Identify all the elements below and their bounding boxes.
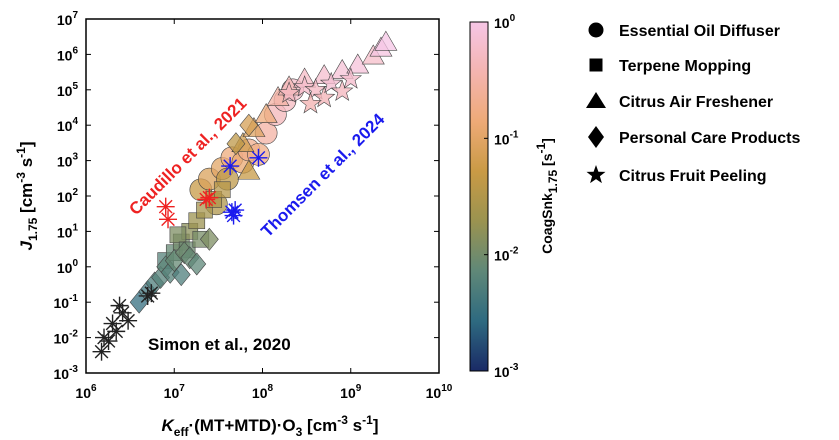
simon-et-al-2020-point-7-stroke-3: [121, 313, 135, 328]
svg-text:J1.75 [cm-3 s-1]: J1.75 [cm-3 s-1]: [14, 142, 40, 251]
citrus-fruit-peeling-point-7: [299, 92, 322, 114]
data-points: [92, 30, 398, 361]
thomsen-et-al-2024-point-0-stroke-3: [223, 159, 238, 173]
y-axis-title: J1.75 [cm-3 s-1]: [14, 142, 40, 251]
caudillo-et-al-2021-point-3: [200, 188, 219, 207]
caudillo-et-al-2021-point-3-stroke-3: [202, 190, 217, 205]
personal-care-products-point-7: [171, 263, 191, 287]
thomsen-et-al-2024-point-4-stroke-3: [228, 203, 243, 217]
y-tick-label-10: 107: [57, 10, 79, 28]
thomsen-et-al-2024-point-1: [249, 148, 268, 167]
simon-et-al-2020-point-2-stroke-3: [101, 334, 116, 348]
colorbar-tick-label-3: 100: [494, 13, 516, 31]
annotation-simon: Simon et al., 2020: [148, 335, 291, 354]
personal-care-products-point-12: [226, 132, 246, 156]
x-tick-label-2: 108: [252, 383, 274, 401]
legend-circle-icon: [588, 22, 604, 38]
caudillo-et-al-2021-point-0: [156, 197, 175, 216]
thomsen-et-al-2024-point-4: [226, 201, 245, 220]
y-tick-label-6: 103: [57, 152, 79, 170]
citrus-fruit-peeling-point-6: [339, 67, 363, 89]
simon-et-al-2020-point-0: [92, 342, 111, 361]
legend-label-essential-oil: Essential Oil Diffuser: [619, 23, 780, 40]
colorbar-tick-label-2: 10-1: [494, 129, 519, 147]
simon-et-al-2020-point-7: [119, 311, 138, 330]
y-tick-label-2: 10-1: [54, 293, 79, 311]
citrus-fruit-peeling-point-5: [330, 79, 354, 102]
legend-star-icon: [586, 165, 606, 184]
thomsen-et-al-2024-point-3: [224, 206, 243, 225]
simon-et-al-2020-point-4-stroke-3: [109, 324, 124, 339]
legend-square-icon: [589, 58, 603, 72]
y-tick-label-7: 104: [57, 116, 79, 134]
citrus-air-freshener-point-11: [374, 30, 398, 51]
x-tick-label-3: 109: [340, 383, 362, 401]
simon-et-al-2020-point-9-stroke-3: [144, 286, 159, 301]
simon-et-al-2020-point-4: [107, 322, 126, 341]
y-tick-label-1: 10-2: [54, 329, 79, 347]
personal-care-products-point-10: [187, 252, 207, 276]
colorbar: [469, 21, 489, 372]
thomsen-et-al-2024-point-3-stroke-3: [226, 208, 241, 223]
colorbar-title: CoagSnk1.75 [s-1]: [534, 138, 560, 254]
axis-ticks: 106 107 108 109 1010 10-3 10-2 10-1 100 101 102 103…: [54, 10, 453, 401]
simon-et-al-2020-point-2: [99, 332, 118, 351]
x-tick-label-1: 107: [164, 383, 186, 401]
y-tick-label-3: 100: [57, 258, 79, 276]
y-tick-label-0: 10-3: [54, 364, 79, 382]
colorbar-tick-label-1: 10-2: [494, 246, 519, 264]
y-tick-label-4: 101: [57, 222, 79, 240]
citrus-fruit-peeling-point-0: [277, 81, 301, 103]
simon-et-al-2020-point-9: [142, 284, 161, 303]
legend-label-citrus-fruit-peeling: Citrus Fruit Peeling: [619, 168, 767, 185]
x-tick-label-4: 1010: [426, 383, 453, 401]
citrus-air-freshener-point-12: [237, 159, 261, 180]
legend-diamond-icon: [588, 126, 604, 148]
legend-triangle-icon: [586, 92, 606, 108]
legend-label-terpene-mopping: Terpene Mopping: [619, 58, 751, 75]
simon-et-al-2020-point-0-stroke-3: [94, 344, 109, 359]
colorbar-ticks: 10-3 10-2 10-1 100: [484, 13, 519, 380]
caudillo-et-al-2021-point-2: [197, 190, 216, 209]
citrus-air-freshener-point-2: [254, 102, 278, 123]
simon-et-al-2020-point-6-stroke-3: [115, 305, 130, 320]
terpene-mopping-point-8: [169, 226, 187, 244]
citrus-air-freshener-point-7: [330, 58, 354, 79]
legend: Essential Oil Diffuser Terpene Mopping C…: [586, 22, 801, 185]
caudillo-et-al-2021-point-2-stroke-3: [199, 192, 214, 207]
citrus-fruit-peeling-point-1: [293, 75, 316, 97]
personal-care-products-point-13: [239, 113, 259, 137]
personal-care-products-point-11: [199, 227, 219, 251]
thomsen-et-al-2024-point-2-stroke-3: [225, 205, 239, 219]
thomsen-et-al-2024-point-1-stroke-3: [251, 150, 266, 165]
y-tick-label-9: 106: [57, 45, 79, 63]
thomsen-et-al-2024-point-0: [221, 157, 240, 176]
terpene-mopping-point-7: [213, 181, 231, 199]
caudillo-et-al-2021-point-1-stroke-3: [161, 212, 175, 227]
y-tick-label-8: 105: [57, 81, 79, 99]
citrus-fruit-peeling-point-3: [312, 85, 336, 108]
x-axis-title: Keff·(MT+MTD)·O3 [cm-3 s-1]: [162, 413, 379, 439]
x-tick-label-0: 106: [75, 383, 97, 401]
caudillo-et-al-2021-point-0-stroke-3: [158, 199, 173, 214]
plot-frame: [85, 18, 440, 374]
citrus-fruit-peeling-point-4: [319, 71, 343, 94]
y-tick-label-5: 102: [57, 187, 79, 205]
simon-et-al-2020-point-5-stroke-3: [112, 298, 127, 313]
colorbar-tick-label-0: 10-3: [494, 362, 519, 380]
svg-text:CoagSnk1.75 [s-1]: CoagSnk1.75 [s-1]: [534, 138, 560, 254]
legend-label-citrus-air-freshener: Citrus Air Freshener: [619, 94, 773, 111]
caudillo-et-al-2021-point-1: [159, 210, 178, 229]
svg-text:Keff·(MT+MTD)·O3 [cm-3 s-1]: Keff·(MT+MTD)·O3 [cm-3 s-1]: [162, 413, 379, 439]
simon-et-al-2020-point-5: [110, 296, 129, 315]
legend-label-personal-care: Personal Care Products: [619, 130, 801, 147]
